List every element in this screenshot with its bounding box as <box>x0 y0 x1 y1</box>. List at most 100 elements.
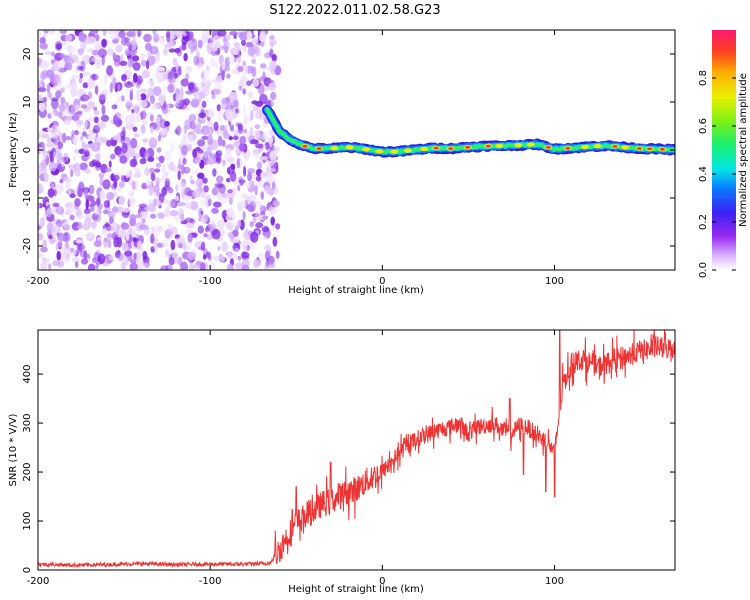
spectrogram-x-tick-label: 100 <box>545 276 564 287</box>
noise-blob <box>203 151 209 159</box>
noise-blob <box>86 77 95 89</box>
noise-blob <box>237 256 241 265</box>
noise-blob <box>62 117 72 125</box>
signal-peak-yellow <box>404 148 412 153</box>
noise-blob <box>195 178 204 188</box>
noise-blob <box>197 63 205 70</box>
noise-blob <box>94 206 98 216</box>
noise-blob <box>140 225 149 231</box>
noise-blob <box>248 194 257 205</box>
noise-blob <box>63 85 70 90</box>
noise-blob <box>192 189 201 198</box>
noise-blob <box>206 158 216 165</box>
noise-blob <box>132 237 137 243</box>
noise-blob <box>207 255 212 261</box>
noise-blob <box>132 55 140 62</box>
noise-blob <box>168 48 176 53</box>
noise-blob <box>180 78 189 87</box>
noise-blob <box>231 252 238 261</box>
noise-blob <box>256 161 263 170</box>
noise-blob <box>237 53 242 64</box>
noise-blob <box>170 68 176 77</box>
noise-blob <box>183 53 188 62</box>
noise-blob <box>264 185 271 194</box>
noise-blob <box>174 257 179 265</box>
noise-blob <box>67 44 72 53</box>
noise-blob <box>174 195 180 202</box>
noise-blob <box>158 155 165 164</box>
signal-peak-red <box>465 145 471 149</box>
noise-blob <box>176 201 186 207</box>
noise-blob <box>251 66 257 78</box>
noise-blob <box>38 81 43 88</box>
noise-blob <box>245 195 250 204</box>
noise-blob <box>98 173 105 178</box>
noise-blob <box>195 158 201 164</box>
noise-blob <box>270 42 274 48</box>
noise-blob <box>216 219 226 229</box>
noise-blob <box>92 129 98 134</box>
noise-blob <box>101 38 107 48</box>
noise-blob <box>89 205 95 212</box>
noise-blob <box>255 175 262 182</box>
noise-blob <box>195 94 200 100</box>
snr-x-tick-label: 100 <box>545 576 564 587</box>
noise-blob <box>71 82 77 90</box>
noise-blob <box>180 164 185 175</box>
noise-blob <box>211 187 219 196</box>
noise-blob <box>178 157 182 169</box>
noise-blob <box>160 265 169 270</box>
signal-peak-red <box>485 144 491 148</box>
noise-blob <box>115 44 123 53</box>
noise-blob <box>46 83 51 94</box>
noise-blob <box>267 262 276 269</box>
noise-blob <box>136 114 142 123</box>
noise-blob <box>150 172 156 182</box>
noise-blob <box>57 141 64 150</box>
noise-blob <box>114 227 120 235</box>
noise-blob <box>202 68 211 75</box>
noise-blob <box>162 47 168 56</box>
noise-blob <box>206 234 213 240</box>
noise-blob <box>95 263 99 270</box>
spectrogram-y-tick-label: 10 <box>22 96 33 109</box>
signal-peak-red <box>316 147 322 150</box>
noise-blob <box>72 222 79 227</box>
noise-blob <box>147 80 154 85</box>
spectrogram-heatmap <box>38 30 675 270</box>
noise-blob <box>61 255 71 264</box>
noise-blob <box>227 189 234 194</box>
snr-axes: -200 -100 0 100 0 100 200 300 400 <box>22 330 675 587</box>
noise-blob <box>82 71 91 77</box>
noise-blob <box>88 117 94 122</box>
noise-blob <box>224 125 228 131</box>
colorbar-tick-label: 0.8 <box>698 70 709 86</box>
noise-blob <box>92 55 102 64</box>
noise-blob <box>169 142 175 153</box>
noise-blob <box>61 132 67 143</box>
noise-blob <box>129 218 137 227</box>
noise-blob <box>67 62 73 71</box>
noise-blob <box>170 239 176 251</box>
noise-blob <box>124 50 132 56</box>
noise-blob <box>232 187 237 197</box>
noise-blob <box>88 184 95 195</box>
noise-blob <box>167 83 175 93</box>
noise-blob <box>77 110 83 116</box>
noise-blob <box>163 199 169 205</box>
noise-blob <box>216 104 221 112</box>
noise-blob <box>233 98 239 110</box>
noise-blob <box>94 160 101 171</box>
noise-blob <box>206 65 210 72</box>
noise-blob <box>237 185 241 192</box>
noise-blob <box>216 175 224 184</box>
noise-blob <box>150 95 155 104</box>
snr-series-line <box>38 330 675 569</box>
noise-blob <box>164 206 170 218</box>
noise-blob <box>208 223 217 231</box>
noise-blob <box>126 88 131 94</box>
noise-blob <box>76 90 85 96</box>
noise-blob <box>178 99 188 110</box>
noise-blob <box>99 189 106 201</box>
noise-blob <box>229 170 237 182</box>
